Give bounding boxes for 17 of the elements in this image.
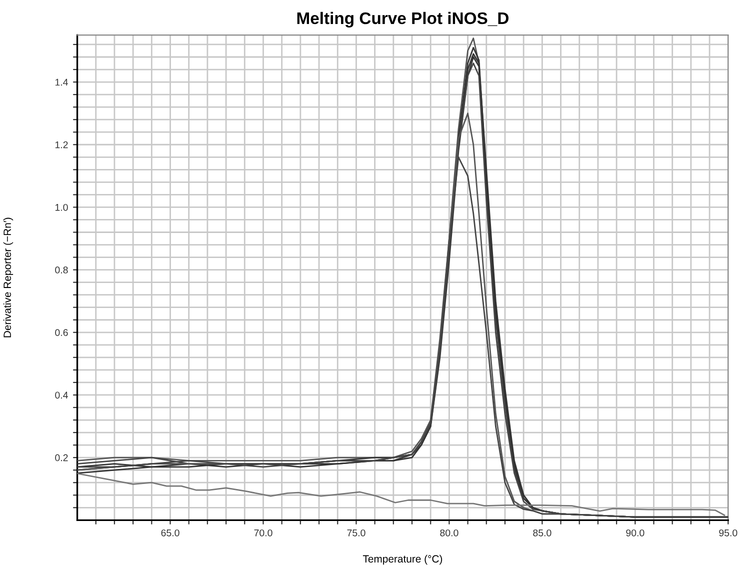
x-tick-label: 75.0 [347, 529, 366, 536]
y-tick-label: 1.4 [55, 78, 68, 86]
y-tick-label: 1.0 [55, 204, 68, 211]
x-tick-label: 90.0 [626, 529, 644, 536]
chart-title: Melting Curve Plot iNOS_D [297, 12, 509, 28]
y-tick-label: 0.8 [55, 266, 68, 274]
y-tick-label: 0.6 [55, 329, 68, 336]
x-tick-label: 95.0 [719, 529, 738, 536]
y-tick-label: 0.4 [55, 392, 68, 399]
x-tick-label: 85.0 [533, 529, 552, 536]
y-tick-label: 1.2 [55, 141, 68, 148]
x-tick-label: 70.0 [254, 529, 272, 536]
x-tick-label: 65.0 [161, 529, 180, 536]
y-axis-title: Derivative Reporter (−Rn′) [3, 218, 14, 338]
y-tick-label: 0.2 [55, 454, 68, 462]
x-axis-title: Temperature (°C) [362, 554, 442, 565]
x-tick-label: 80.0 [440, 529, 458, 536]
